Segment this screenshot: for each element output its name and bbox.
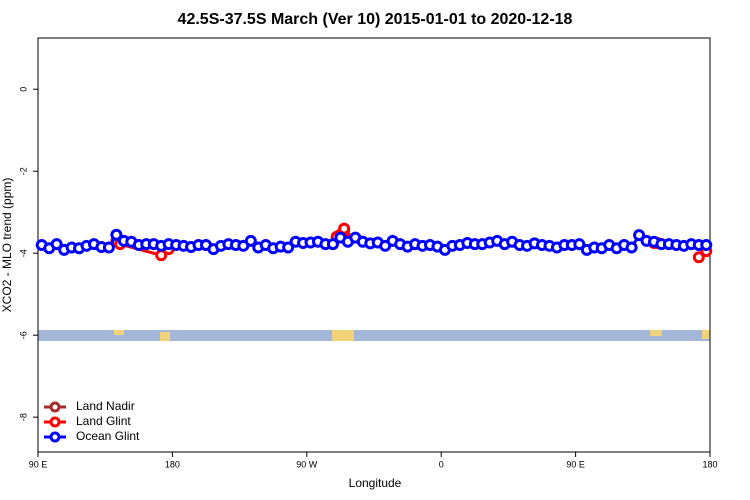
- legend-label: Land Glint: [76, 414, 131, 428]
- data-point: [326, 238, 339, 251]
- y-tick-label: 0: [18, 87, 28, 92]
- legend-label: Ocean Glint: [76, 429, 140, 443]
- y-axis-label: XCO2 - MLO trend (ppm): [0, 178, 14, 313]
- y-tick-label: -4: [18, 249, 28, 257]
- y-tick-label: -2: [18, 167, 28, 175]
- data-point: [244, 234, 257, 247]
- data-point: [110, 228, 123, 241]
- legend-marker: [49, 416, 61, 428]
- x-tick-label: 90 W: [296, 459, 318, 469]
- land-mask-band: [38, 330, 710, 341]
- legend-marker: [49, 431, 61, 443]
- y-tick-label: -8: [18, 413, 28, 421]
- data-point: [633, 229, 646, 242]
- data-point: [282, 241, 295, 254]
- data-point: [625, 241, 638, 254]
- chart-title: 42.5S-37.5S March (Ver 10) 2015-01-01 to…: [178, 11, 573, 28]
- y-tick-label: -6: [18, 331, 28, 339]
- x-tick-label: 0: [439, 459, 444, 469]
- x-tick-label: 180: [702, 459, 717, 469]
- data-point: [573, 238, 586, 251]
- data-point: [692, 251, 705, 264]
- data-point: [700, 239, 713, 251]
- data-point: [50, 238, 63, 251]
- x-tick-label: 180: [165, 459, 180, 469]
- legend-marker: [49, 401, 61, 413]
- x-tick-label: 90 E: [566, 459, 585, 469]
- x-axis-label: Longitude: [349, 476, 402, 490]
- data-point: [102, 241, 115, 254]
- legend-label: Land Nadir: [76, 399, 135, 413]
- x-tick-label: 90 E: [29, 459, 48, 469]
